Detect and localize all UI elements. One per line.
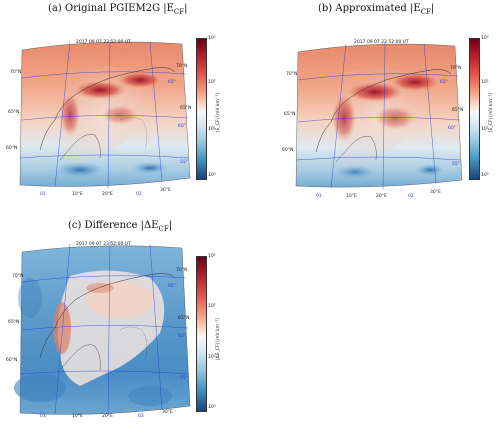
timestamp-a: 2017 09 07 23 52:00 UT xyxy=(76,40,131,45)
caption-b: (b) Approximated |ECF| xyxy=(318,3,435,16)
grid-label: 65° xyxy=(168,80,176,85)
lat-label: 60°N xyxy=(6,146,18,151)
grid-label: 60° xyxy=(448,126,456,131)
lon-label: 10°E xyxy=(72,414,83,419)
cbar-tick: 10⁰ xyxy=(481,173,489,178)
lat-label: 60°N xyxy=(6,358,18,363)
cbar-label-a: |E_CF| [mV km⁻¹] xyxy=(216,93,221,132)
caption-c: (c) Difference |ΔECF| xyxy=(68,220,173,233)
lat-label: 70°N xyxy=(12,274,24,279)
panel-b: 2017 09 07 23 52:00 UT 70°N 65°N 60°N 70… xyxy=(280,20,480,215)
lat-label: 65°N xyxy=(8,320,20,325)
cbar-tick: 10⁰ xyxy=(208,173,216,178)
cbar-tick: 10² xyxy=(481,80,489,85)
lon-label: 02 xyxy=(408,194,414,199)
lat-label: 65°N xyxy=(452,108,464,113)
grid-label: 55° xyxy=(452,162,460,167)
timestamp-b: 2017 09 07 23 52:00 UT xyxy=(354,40,409,45)
grid-label: 55° xyxy=(180,160,188,165)
cbar-tick: 10³ xyxy=(208,36,216,41)
grid-label: 60° xyxy=(178,124,186,129)
lat-label: 70°N xyxy=(176,64,188,69)
cbar-tick: 10³ xyxy=(208,254,216,259)
panel-c: 2017 09 07 23 52:00 UT 70°N 65°N 60°N 70… xyxy=(0,238,215,427)
cbar-tick: 10¹ xyxy=(208,127,216,132)
lat-label: 65°N xyxy=(284,112,296,117)
lat-label: 70°N xyxy=(10,70,22,75)
lat-label: 65°N xyxy=(180,106,192,111)
map-a xyxy=(19,39,191,189)
cbar-tick: 10² xyxy=(208,304,216,309)
lat-label: 70°N xyxy=(176,268,188,273)
panel-a: 2017 09 07 23 52:00 UT 70°N 65°N 60°N 70… xyxy=(0,20,215,215)
grid-label: 65° xyxy=(168,284,176,289)
lon-label: 10°E xyxy=(72,192,83,197)
cbar-label-c: |ΔE_CF| [mV km⁻¹] xyxy=(216,318,221,360)
grid-label: 65° xyxy=(440,80,448,85)
lon-label: 01 xyxy=(316,194,322,199)
map-b xyxy=(295,41,463,191)
lon-label: 02 xyxy=(136,192,142,197)
cbar-label-b: |E_CF| [mV km⁻¹] xyxy=(489,93,494,132)
lon-label: 01 xyxy=(40,192,46,197)
cbar-tick: 10⁰ xyxy=(208,405,216,410)
map-c xyxy=(14,241,191,417)
lat-label: 65°N xyxy=(178,316,190,321)
colorbar-c xyxy=(196,256,207,412)
lat-label: 60°N xyxy=(282,148,294,153)
lon-label: 01 xyxy=(40,414,46,419)
timestamp-c: 2017 09 07 23 52:00 UT xyxy=(76,242,131,247)
lon-label: 30°E xyxy=(162,410,173,415)
lon-label: 20°E xyxy=(376,194,387,199)
lon-label: 30°E xyxy=(430,190,441,195)
cbar-tick: 10² xyxy=(208,80,216,85)
grid-label: 55° xyxy=(180,376,188,381)
cbar-tick: 10¹ xyxy=(208,355,216,360)
caption-a: (a) Original PGIEM2G |ECF| xyxy=(48,3,188,16)
colorbar-a xyxy=(196,38,207,180)
grid-label: 60° xyxy=(178,334,186,339)
lat-label: 70°N xyxy=(450,66,462,71)
lat-label: 65°N xyxy=(8,110,20,115)
cbar-tick: 10³ xyxy=(481,36,489,41)
lon-label: 20°E xyxy=(102,192,113,197)
lon-label: 30°E xyxy=(160,188,171,193)
cbar-tick: 10¹ xyxy=(481,127,489,132)
lat-label: 70°N xyxy=(286,72,298,77)
lon-label: 10°E xyxy=(346,194,357,199)
lon-label: 02 xyxy=(138,414,144,419)
lon-label: 20°E xyxy=(102,414,113,419)
colorbar-b xyxy=(469,38,480,180)
